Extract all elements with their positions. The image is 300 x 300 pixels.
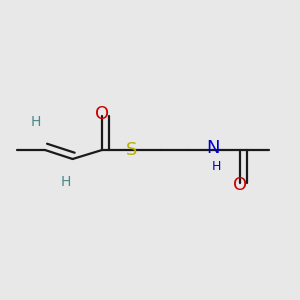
Text: O: O (95, 105, 109, 123)
Text: H: H (212, 160, 221, 173)
Text: H: H (60, 176, 70, 189)
Text: S: S (126, 141, 138, 159)
Text: O: O (233, 176, 247, 194)
Text: H: H (31, 115, 41, 128)
Text: N: N (206, 139, 220, 157)
